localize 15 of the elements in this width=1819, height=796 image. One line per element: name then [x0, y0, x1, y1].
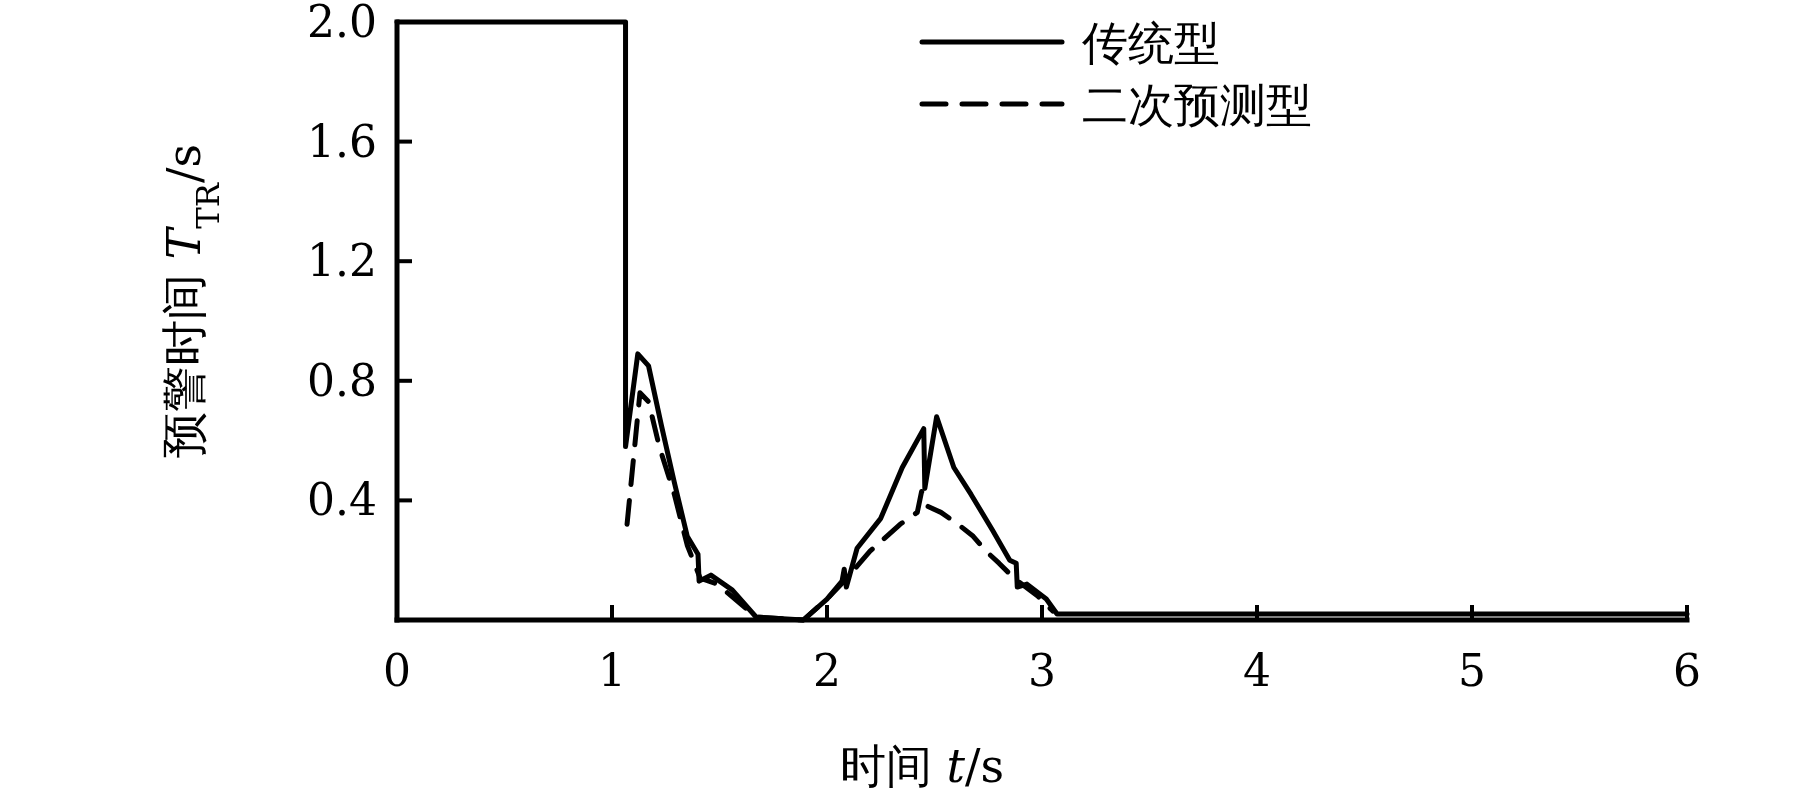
x-tick-label: 4 — [1243, 645, 1271, 696]
y-tick-label: 0.8 — [307, 354, 377, 406]
x-tick-label: 6 — [1673, 645, 1701, 696]
x-tick-label: 5 — [1458, 645, 1486, 696]
x-axis-title: 时间 t/s — [839, 739, 1005, 793]
x-tick-label: 0 — [383, 645, 411, 696]
y-tick-label: 2.0 — [307, 0, 377, 47]
y-tick-label: 1.6 — [307, 115, 377, 167]
legend-label: 传统型 — [1082, 16, 1220, 70]
x-tick-label: 2 — [813, 645, 841, 696]
legend-label: 二次预测型 — [1082, 78, 1312, 132]
x-tick-label: 3 — [1028, 645, 1056, 696]
y-tick-label: 1.2 — [307, 235, 377, 287]
x-tick-label: 1 — [598, 645, 626, 696]
y-tick-label: 0.4 — [307, 474, 377, 526]
